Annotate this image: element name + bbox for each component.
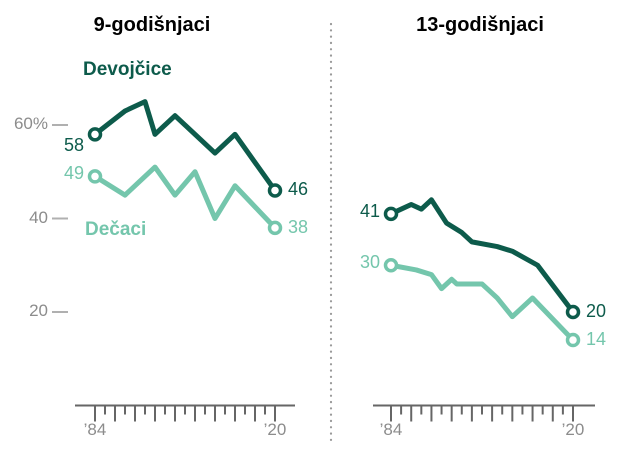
x-axis-start-year-panel-0: ’84 bbox=[83, 420, 107, 439]
boys-13-start-marker bbox=[383, 258, 399, 273]
boys-13-end-marker bbox=[565, 332, 581, 348]
panel-title-13-year-olds: 13-godišnjaci bbox=[416, 14, 544, 36]
girls-13-start-value-label: 41 bbox=[359, 200, 380, 221]
y-axis-label-20: 20 bbox=[29, 301, 48, 320]
boys-13-start-value-label: 30 bbox=[359, 252, 380, 273]
series-label-boys: Dečaci bbox=[85, 219, 147, 240]
panel-title-9-year-olds: 9-godišnjaci bbox=[93, 14, 211, 36]
boys-13-line bbox=[390, 262, 575, 342]
girls-13-end-marker bbox=[565, 304, 581, 320]
girls-9-start-value-label: 58 bbox=[63, 135, 84, 156]
x-axis-end-year-panel-1: ’20 bbox=[561, 420, 585, 439]
boys-9-end-value-label: 38 bbox=[288, 216, 309, 237]
x-axis-ticks-panel-0 bbox=[94, 406, 276, 422]
girls-9-start-marker bbox=[87, 127, 103, 142]
girls-13-start-marker bbox=[383, 206, 399, 222]
boys-13-end-value-label: 14 bbox=[586, 329, 607, 350]
series-label-girls: Devojčice bbox=[83, 59, 172, 80]
x-axis-end-year-panel-0: ’20 bbox=[263, 420, 287, 439]
boys-9-start-marker bbox=[87, 169, 103, 184]
y-axis-label-40: 40 bbox=[29, 207, 48, 227]
girls-13-end-value-label: 20 bbox=[586, 301, 607, 321]
x-axis-start-year-panel-1: ’84 bbox=[379, 420, 403, 439]
girls-9-line bbox=[93, 99, 278, 192]
y-axis-label-60: 60% bbox=[13, 114, 48, 133]
boys-9-start-value-label: 49 bbox=[63, 163, 84, 184]
boys-9-end-marker bbox=[267, 220, 283, 236]
x-axis-ticks-panel-1 bbox=[390, 406, 574, 422]
girls-9-end-value-label: 46 bbox=[288, 179, 309, 200]
girls-13-line bbox=[389, 197, 575, 314]
boys-9-line bbox=[93, 164, 277, 230]
girls-9-end-marker bbox=[267, 183, 283, 198]
